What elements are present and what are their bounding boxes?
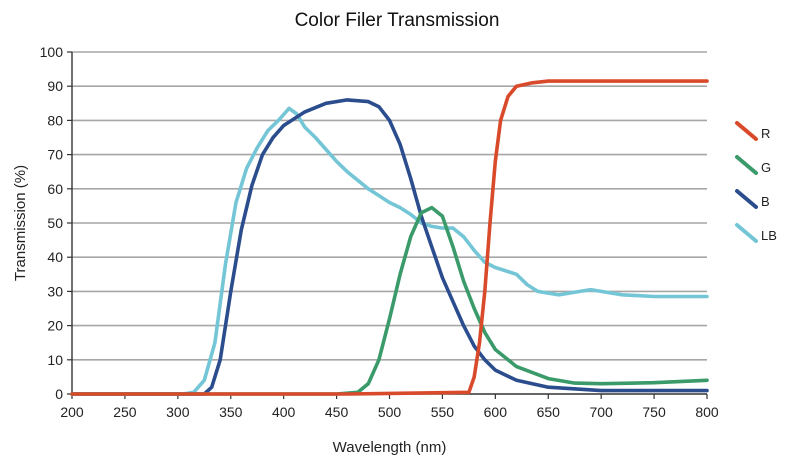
x-tick-label: 300 [166,404,190,420]
x-tick-label: 350 [219,404,243,420]
legend-swatch-lb [735,223,758,243]
legend-label-b: B [761,194,770,209]
x-tick-label: 700 [589,404,613,420]
y-tick-label: 10 [47,352,63,368]
y-tick-label: 70 [47,147,63,163]
series-lines [70,79,709,396]
legend: R G B LB [735,121,777,243]
y-tick-label: 20 [47,318,63,334]
legend-swatch-g [735,155,758,175]
legend-label-r: R [761,126,770,141]
x-tick-label: 550 [431,404,455,420]
series-line-r [70,79,709,396]
x-tick-label: 450 [325,404,349,420]
legend-swatch-r [735,121,758,141]
x-tick-label: 600 [484,404,508,420]
grid-lines [72,51,707,395]
x-tick-label: 500 [378,404,402,420]
series-line-lb [70,106,709,396]
x-tick-label: 650 [537,404,561,420]
x-axis-title: Wavelength (nm) [333,439,447,456]
y-tick-label: 80 [47,112,63,128]
x-tick-label: 800 [695,404,719,420]
chart-title: Color Filer Transmission [295,10,500,31]
legend-label-g: G [761,160,771,175]
series-line-b [70,98,709,396]
x-tick-label: 250 [113,404,137,420]
y-tick-label: 30 [47,283,63,299]
series-line-g [70,205,709,396]
y-tick-label: 90 [47,78,63,94]
y-tick-label: 100 [40,44,64,60]
axes: 0 10 20 30 40 50 60 70 80 90 100 200 250 300 350 400 450… [40,44,719,420]
y-tick-label: 60 [47,181,63,197]
x-tick-label: 400 [272,404,296,420]
y-tick-label: 40 [47,249,63,265]
x-tick-label: 750 [642,404,666,420]
y-axis-title: Transmission (%) [12,165,29,281]
legend-swatch-b [735,189,758,209]
x-tick-label: 200 [60,404,84,420]
legend-label-lb: LB [761,228,777,243]
y-tick-label: 50 [47,215,63,231]
y-tick-label: 0 [55,386,63,402]
